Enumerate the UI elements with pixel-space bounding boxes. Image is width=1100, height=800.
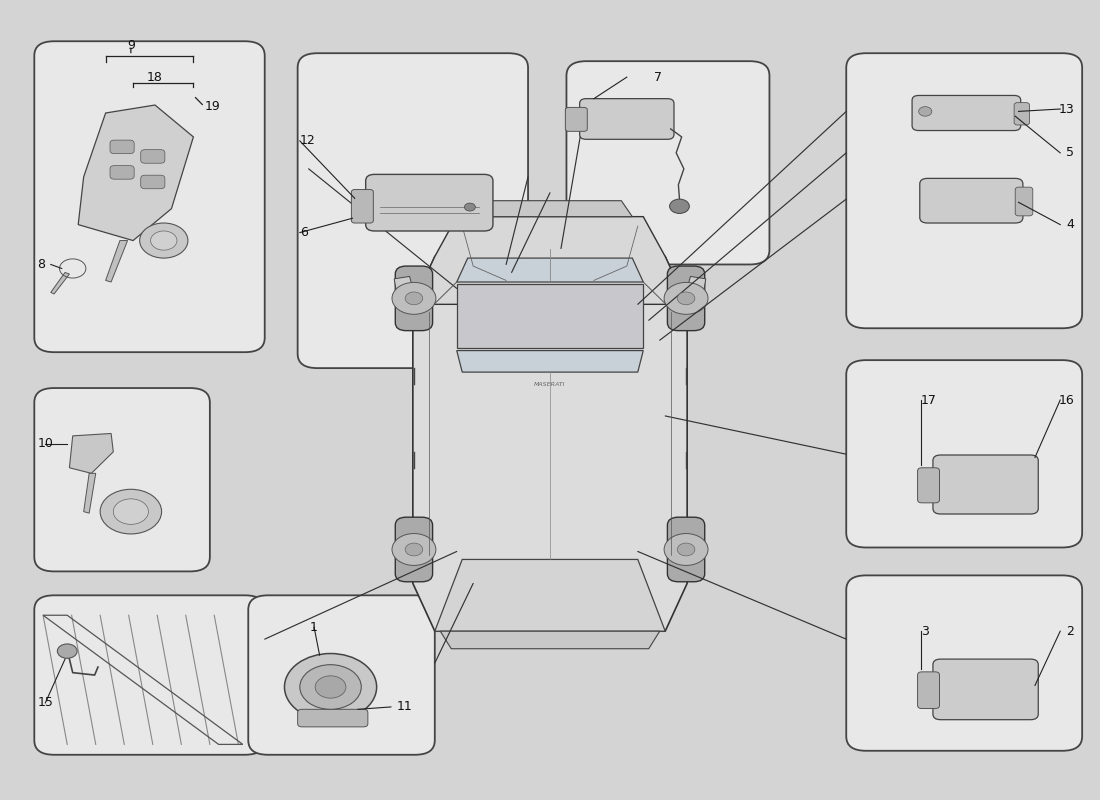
FancyBboxPatch shape: [298, 710, 367, 727]
Circle shape: [678, 292, 695, 305]
FancyBboxPatch shape: [1014, 102, 1030, 125]
Circle shape: [140, 223, 188, 258]
Polygon shape: [394, 277, 412, 298]
FancyBboxPatch shape: [917, 672, 939, 709]
Polygon shape: [51, 273, 69, 294]
FancyBboxPatch shape: [933, 659, 1038, 720]
Circle shape: [151, 231, 177, 250]
Text: 12: 12: [300, 134, 316, 147]
Polygon shape: [456, 350, 644, 372]
Circle shape: [113, 499, 148, 524]
Text: 4: 4: [1067, 218, 1075, 231]
FancyBboxPatch shape: [668, 266, 705, 330]
FancyBboxPatch shape: [920, 178, 1023, 223]
Polygon shape: [456, 285, 644, 348]
FancyBboxPatch shape: [110, 140, 134, 154]
Text: 17: 17: [921, 394, 937, 406]
Text: 16: 16: [1058, 394, 1075, 406]
Text: 8: 8: [37, 258, 45, 271]
Text: 11: 11: [396, 701, 412, 714]
Polygon shape: [468, 201, 632, 217]
FancyBboxPatch shape: [34, 388, 210, 571]
Text: 2: 2: [1067, 625, 1075, 638]
Circle shape: [670, 199, 690, 214]
Polygon shape: [106, 241, 128, 282]
FancyBboxPatch shape: [351, 190, 373, 223]
Circle shape: [392, 282, 436, 314]
Text: MASERATI: MASERATI: [535, 382, 565, 386]
Text: 13: 13: [1058, 102, 1075, 115]
FancyBboxPatch shape: [566, 61, 769, 265]
FancyBboxPatch shape: [249, 595, 434, 754]
Text: 9: 9: [126, 38, 135, 52]
Circle shape: [405, 292, 422, 305]
Polygon shape: [412, 217, 688, 304]
Text: 10: 10: [37, 438, 54, 450]
FancyBboxPatch shape: [298, 54, 528, 368]
FancyBboxPatch shape: [846, 575, 1082, 750]
Text: 7: 7: [653, 70, 661, 84]
Circle shape: [405, 543, 422, 556]
Text: 6: 6: [300, 226, 308, 239]
FancyBboxPatch shape: [34, 595, 265, 754]
FancyBboxPatch shape: [395, 517, 432, 582]
FancyBboxPatch shape: [110, 166, 134, 179]
FancyBboxPatch shape: [846, 54, 1082, 328]
Circle shape: [678, 543, 695, 556]
Text: 5: 5: [1067, 146, 1075, 159]
FancyBboxPatch shape: [1015, 187, 1033, 216]
FancyBboxPatch shape: [668, 517, 705, 582]
Polygon shape: [69, 434, 113, 474]
Circle shape: [664, 282, 708, 314]
Circle shape: [100, 490, 162, 534]
Circle shape: [392, 534, 436, 566]
Text: 3: 3: [921, 625, 928, 638]
Text: 19: 19: [205, 100, 220, 113]
Circle shape: [464, 203, 475, 211]
FancyBboxPatch shape: [565, 107, 587, 131]
Polygon shape: [440, 631, 660, 649]
Circle shape: [285, 654, 376, 721]
Circle shape: [918, 106, 932, 116]
FancyBboxPatch shape: [933, 455, 1038, 514]
Text: 18: 18: [147, 70, 163, 84]
FancyBboxPatch shape: [917, 468, 939, 503]
Polygon shape: [456, 258, 644, 282]
Circle shape: [300, 665, 361, 710]
FancyBboxPatch shape: [912, 95, 1021, 130]
FancyBboxPatch shape: [365, 174, 493, 231]
FancyBboxPatch shape: [846, 360, 1082, 547]
Circle shape: [664, 534, 708, 566]
FancyBboxPatch shape: [395, 266, 432, 330]
FancyBboxPatch shape: [34, 42, 265, 352]
FancyBboxPatch shape: [141, 150, 165, 163]
Text: 1: 1: [310, 621, 318, 634]
Polygon shape: [412, 257, 688, 631]
Polygon shape: [84, 474, 96, 514]
Circle shape: [316, 676, 345, 698]
Circle shape: [57, 644, 77, 658]
Text: 15: 15: [37, 697, 54, 710]
Polygon shape: [688, 277, 706, 298]
Polygon shape: [434, 559, 666, 631]
FancyBboxPatch shape: [141, 175, 165, 189]
FancyBboxPatch shape: [580, 98, 674, 139]
Polygon shape: [78, 105, 194, 241]
